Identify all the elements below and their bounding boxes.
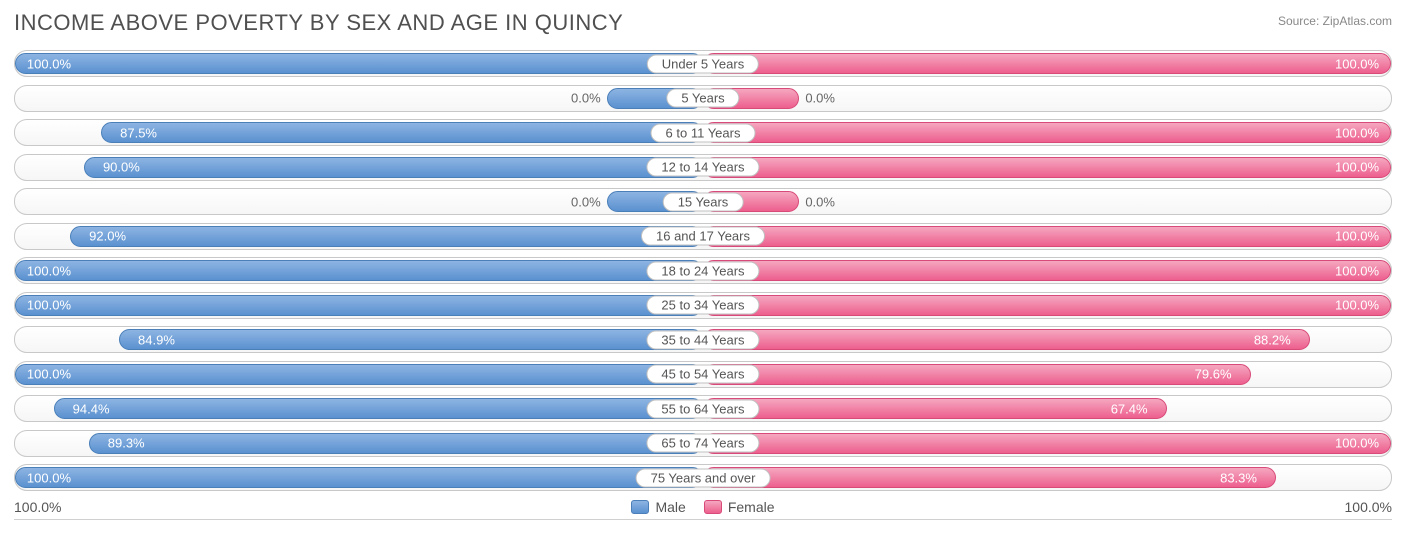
female-swatch-icon	[704, 500, 722, 514]
male-bar	[15, 260, 703, 281]
category-label: 65 to 74 Years	[646, 434, 759, 453]
female-value: 100.0%	[1335, 263, 1379, 278]
female-bar	[703, 226, 1391, 247]
male-value: 94.4%	[73, 401, 110, 416]
axis-right-label: 100.0%	[1345, 499, 1392, 515]
chart-row: 89.3% 100.0% 65 to 74 Years	[14, 430, 1392, 457]
male-bar	[15, 467, 703, 488]
female-value: 100.0%	[1335, 56, 1379, 71]
female-bar	[703, 398, 1167, 419]
legend-male-label: Male	[655, 499, 685, 515]
chart-row: 100.0% 100.0% Under 5 Years	[14, 50, 1392, 77]
category-label: 45 to 54 Years	[646, 365, 759, 384]
chart-row: 94.4% 67.4% 55 to 64 Years	[14, 395, 1392, 422]
male-bar	[70, 226, 703, 247]
legend-male: Male	[631, 499, 685, 515]
male-bar	[101, 122, 703, 143]
male-bar	[15, 295, 703, 316]
male-value: 100.0%	[27, 56, 71, 71]
female-value: 83.3%	[1220, 470, 1257, 485]
female-bar	[703, 157, 1391, 178]
chart-row: 0.0% 0.0% 15 Years	[14, 188, 1392, 215]
chart-row: 100.0% 79.6% 45 to 54 Years	[14, 361, 1392, 388]
female-value: 67.4%	[1111, 401, 1148, 416]
male-bar	[89, 433, 703, 454]
category-label: 18 to 24 Years	[646, 261, 759, 280]
chart-row: 87.5% 100.0% 6 to 11 Years	[14, 119, 1392, 146]
male-value: 84.9%	[138, 332, 175, 347]
category-label: 15 Years	[663, 192, 744, 211]
male-value: 90.0%	[103, 160, 140, 175]
category-label: 75 Years and over	[636, 468, 771, 487]
female-value: 0.0%	[805, 194, 835, 209]
male-bar	[119, 329, 703, 350]
category-label: 5 Years	[666, 89, 739, 108]
chart-row: 90.0% 100.0% 12 to 14 Years	[14, 154, 1392, 181]
category-label: 35 to 44 Years	[646, 330, 759, 349]
footer-divider	[14, 519, 1392, 520]
male-bar	[84, 157, 703, 178]
legend-female: Female	[704, 499, 775, 515]
diverging-bar-chart: 100.0% 100.0% Under 5 Years 0.0% 0.0% 5 Years…	[14, 50, 1392, 491]
chart-row: 92.0% 100.0% 16 and 17 Years	[14, 223, 1392, 250]
chart-source: Source: ZipAtlas.com	[1278, 14, 1392, 28]
chart-row: 84.9% 88.2% 35 to 44 Years	[14, 326, 1392, 353]
chart-header: INCOME ABOVE POVERTY BY SEX AND AGE IN Q…	[14, 10, 1392, 36]
legend-female-label: Female	[728, 499, 775, 515]
male-value: 0.0%	[571, 194, 601, 209]
female-value: 79.6%	[1195, 367, 1232, 382]
male-value: 100.0%	[27, 470, 71, 485]
male-bar	[15, 364, 703, 385]
chart-row: 100.0% 83.3% 75 Years and over	[14, 464, 1392, 491]
male-bar	[54, 398, 703, 419]
category-label: 16 and 17 Years	[641, 227, 765, 246]
male-value: 92.0%	[89, 229, 126, 244]
chart-row: 0.0% 0.0% 5 Years	[14, 85, 1392, 112]
male-value: 100.0%	[27, 298, 71, 313]
female-value: 100.0%	[1335, 436, 1379, 451]
legend: Male Female	[631, 499, 774, 515]
axis-left-label: 100.0%	[14, 499, 61, 515]
female-bar	[703, 295, 1391, 316]
category-label: 6 to 11 Years	[651, 123, 756, 142]
chart-footer: 100.0% Male Female 100.0%	[14, 499, 1392, 515]
category-label: Under 5 Years	[647, 54, 759, 73]
female-bar	[703, 433, 1391, 454]
category-label: 55 to 64 Years	[646, 399, 759, 418]
category-label: 25 to 34 Years	[646, 296, 759, 315]
female-value: 100.0%	[1335, 160, 1379, 175]
chart-row: 100.0% 100.0% 18 to 24 Years	[14, 257, 1392, 284]
male-swatch-icon	[631, 500, 649, 514]
female-value: 100.0%	[1335, 298, 1379, 313]
female-bar	[703, 53, 1391, 74]
female-value: 100.0%	[1335, 229, 1379, 244]
male-value: 89.3%	[108, 436, 145, 451]
category-label: 12 to 14 Years	[646, 158, 759, 177]
male-value: 0.0%	[571, 91, 601, 106]
male-value: 100.0%	[27, 263, 71, 278]
male-value: 87.5%	[120, 125, 157, 140]
chart-title: INCOME ABOVE POVERTY BY SEX AND AGE IN Q…	[14, 10, 623, 36]
female-bar	[703, 122, 1391, 143]
female-bar	[703, 260, 1391, 281]
female-value: 100.0%	[1335, 125, 1379, 140]
female-bar	[703, 329, 1310, 350]
male-value: 100.0%	[27, 367, 71, 382]
female-value: 0.0%	[805, 91, 835, 106]
female-bar	[703, 467, 1276, 488]
chart-row: 100.0% 100.0% 25 to 34 Years	[14, 292, 1392, 319]
female-value: 88.2%	[1254, 332, 1291, 347]
male-bar	[15, 53, 703, 74]
female-bar	[703, 364, 1251, 385]
